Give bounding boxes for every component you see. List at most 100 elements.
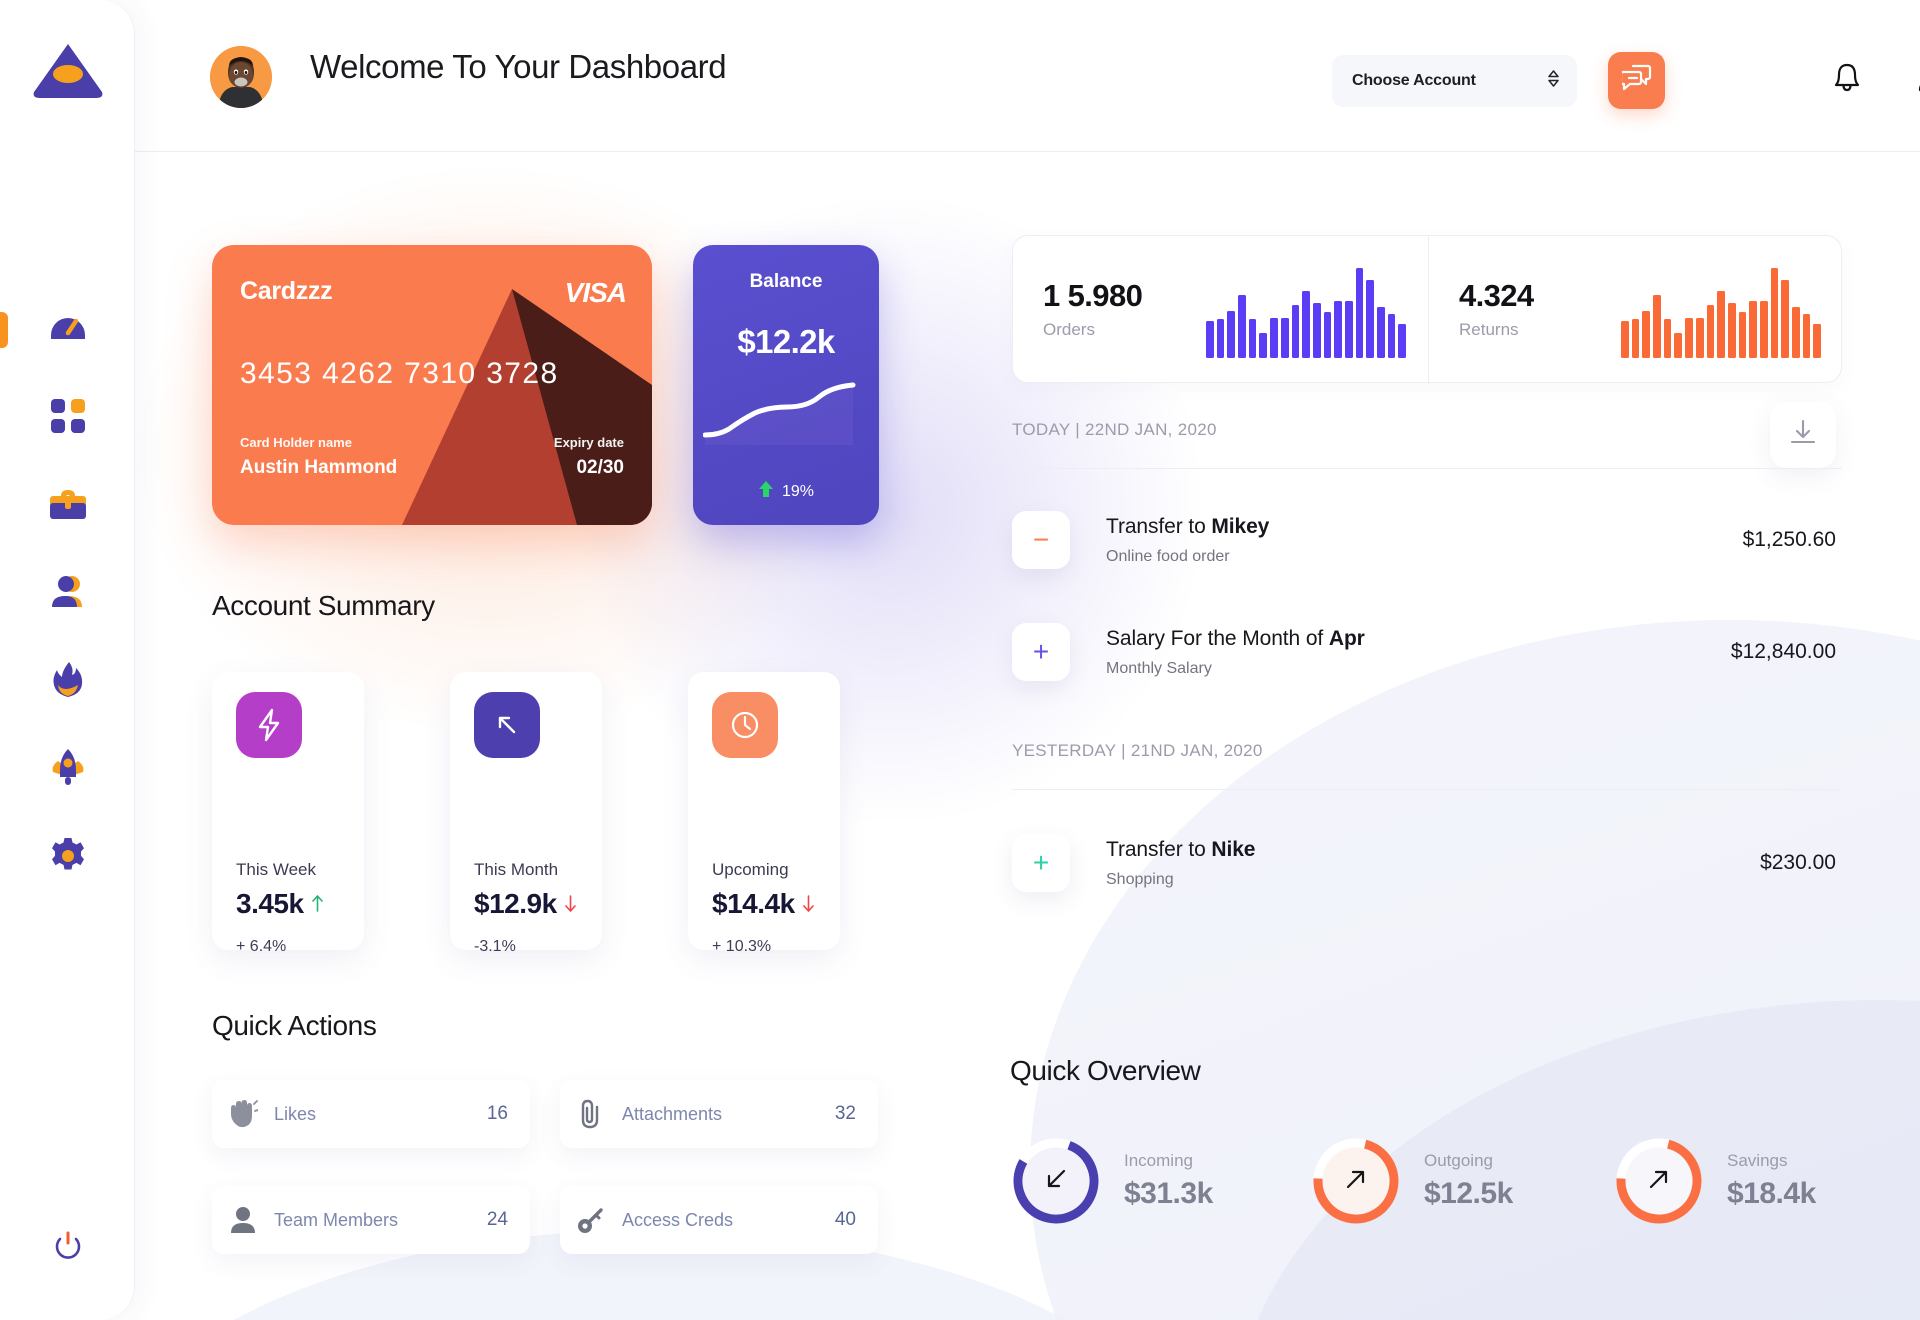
divider [1012,468,1842,469]
transaction-amount: $12,840.00 [1730,640,1836,663]
plus-icon: + [1032,636,1050,667]
briefcase-icon [48,486,88,527]
transaction-title-bold: Mikey [1211,514,1270,538]
download-button[interactable] [1770,402,1836,468]
active-marker [0,400,8,436]
overview-item-outgoing[interactable]: Outgoing $12.5k [1310,1135,1513,1227]
sidebar-item-dashboard[interactable] [0,286,135,374]
sidebar [0,0,135,1320]
quick-action-access-creds[interactable]: Access Creds 40 [560,1186,878,1254]
person-filled-icon [212,1206,274,1234]
overview-value: $12.5k [1424,1177,1513,1210]
stats-panel: 1 5.980 Orders 4.324 Returns [1012,235,1843,384]
account-summary-title: Account Summary [212,590,435,621]
active-marker [0,840,8,876]
bar [1248,318,1257,358]
triangle-logo[interactable] [32,40,104,100]
chat-button[interactable] [1608,52,1665,109]
summary-card-this-week[interactable]: This Week 3.45k + 6.4% [212,672,364,955]
orders-bar-chart [1206,266,1407,358]
quick-action-count: 32 [834,1103,856,1124]
sidebar-item-profile[interactable] [0,550,135,638]
bar [1227,310,1236,358]
transaction-day-header: YESTERDAY | 21ND JAN, 2020 [1012,741,1263,760]
power-icon [52,1230,84,1267]
stat-label: Orders [1043,320,1095,339]
bar [1323,312,1332,358]
overview-item-savings[interactable]: Savings $18.4k [1613,1135,1816,1227]
quick-action-team-members[interactable]: Team Members 24 [212,1186,530,1254]
notifications-button[interactable] [1825,58,1869,102]
table-row[interactable]: + Salary For the Month of Apr Monthly Sa… [1012,623,1842,681]
transaction-sign-badge: + [1012,623,1070,681]
stat-block-returns[interactable]: 4.324 Returns [1428,236,1843,384]
card-expiry-label: Expiry date [553,435,624,450]
active-marker [0,576,8,612]
quick-action-likes[interactable]: Likes 16 [212,1080,530,1148]
summary-subtext: + 10.3% [712,938,772,955]
bell-icon [1832,62,1862,99]
quick-action-label: Likes [274,1103,317,1124]
bar [1727,302,1736,358]
sidebar-item-launch[interactable] [0,726,135,814]
bar [1759,300,1768,358]
stat-value: 1 5.980 [1043,278,1143,313]
user-icon [48,574,88,615]
stat-label: Returns [1459,320,1519,339]
bar [1291,305,1300,358]
sidebar-nav [0,286,135,902]
stat-block-orders[interactable]: 1 5.980 Orders [1013,236,1428,384]
arrow-up-left-icon [474,692,540,758]
sidebar-item-work[interactable] [0,462,135,550]
sidebar-item-apps[interactable] [0,374,135,462]
sidebar-item-settings[interactable] [0,814,135,902]
user-menu-button[interactable] [1910,58,1920,102]
credit-card[interactable]: Cardzzz VISA 3453 4262 7310 3728 Card Ho… [212,245,652,525]
bar [1621,321,1629,358]
bar [1813,323,1822,358]
bolt-icon [236,692,302,758]
trend-down-icon [802,888,815,920]
table-row[interactable]: + Transfer to Nike Shopping $230.00 [1012,834,1842,892]
overview-item-incoming[interactable]: Incoming $31.3k [1010,1135,1213,1227]
bar [1738,312,1747,358]
overview-label: Savings [1727,1151,1788,1170]
quick-action-count: 16 [486,1103,508,1124]
summary-value: $14.4k [712,888,795,919]
bar [1781,279,1789,358]
balance-card[interactable]: Balance $12.2k 19% [693,245,879,525]
power-button[interactable] [0,1218,135,1278]
transaction-sign-badge: − [1012,511,1070,569]
divider [1012,789,1842,790]
arrow-up-right-icon [1642,1162,1676,1201]
bar [1387,314,1396,358]
sidebar-item-trending[interactable] [0,638,135,726]
quick-action-count: 40 [834,1209,856,1230]
minus-icon: − [1032,524,1050,555]
quick-overview-title: Quick Overview [1010,1055,1201,1086]
summary-card-this-month[interactable]: This Month $12.9k -3.1% [450,672,602,955]
account-select-value: Choose Account [1352,72,1476,89]
table-row[interactable]: − Transfer to Mikey Online food order $1… [1012,511,1842,569]
summary-value-row: $14.4k [712,888,815,920]
card-brand: Cardzzz [240,277,333,305]
transaction-day-header: TODAY | 22ND JAN, 2020 [1012,420,1217,439]
active-marker [0,752,8,788]
topbar: Welcome To Your Dashboard Choose Account [135,0,1920,152]
account-select[interactable]: Choose Account [1332,55,1577,107]
bar [1334,300,1342,358]
transaction-group: TODAY | 22ND JAN, 2020 − Transfer to Mik… [1012,420,1842,681]
progress-ring [1310,1135,1402,1227]
avatar[interactable] [210,46,272,108]
card-holder-label: Card Holder name [240,435,352,450]
grid-icon [50,398,86,439]
quick-action-attachments[interactable]: Attachments 32 [560,1080,878,1148]
progress-ring [1613,1135,1705,1227]
quick-action-count: 24 [486,1209,508,1230]
summary-card-upcoming[interactable]: Upcoming $14.4k + 10.3% [688,672,840,955]
overview-value: $31.3k [1124,1177,1213,1210]
transaction-subtitle: Shopping [1106,870,1174,888]
bar [1642,310,1651,358]
bar [1685,317,1693,358]
